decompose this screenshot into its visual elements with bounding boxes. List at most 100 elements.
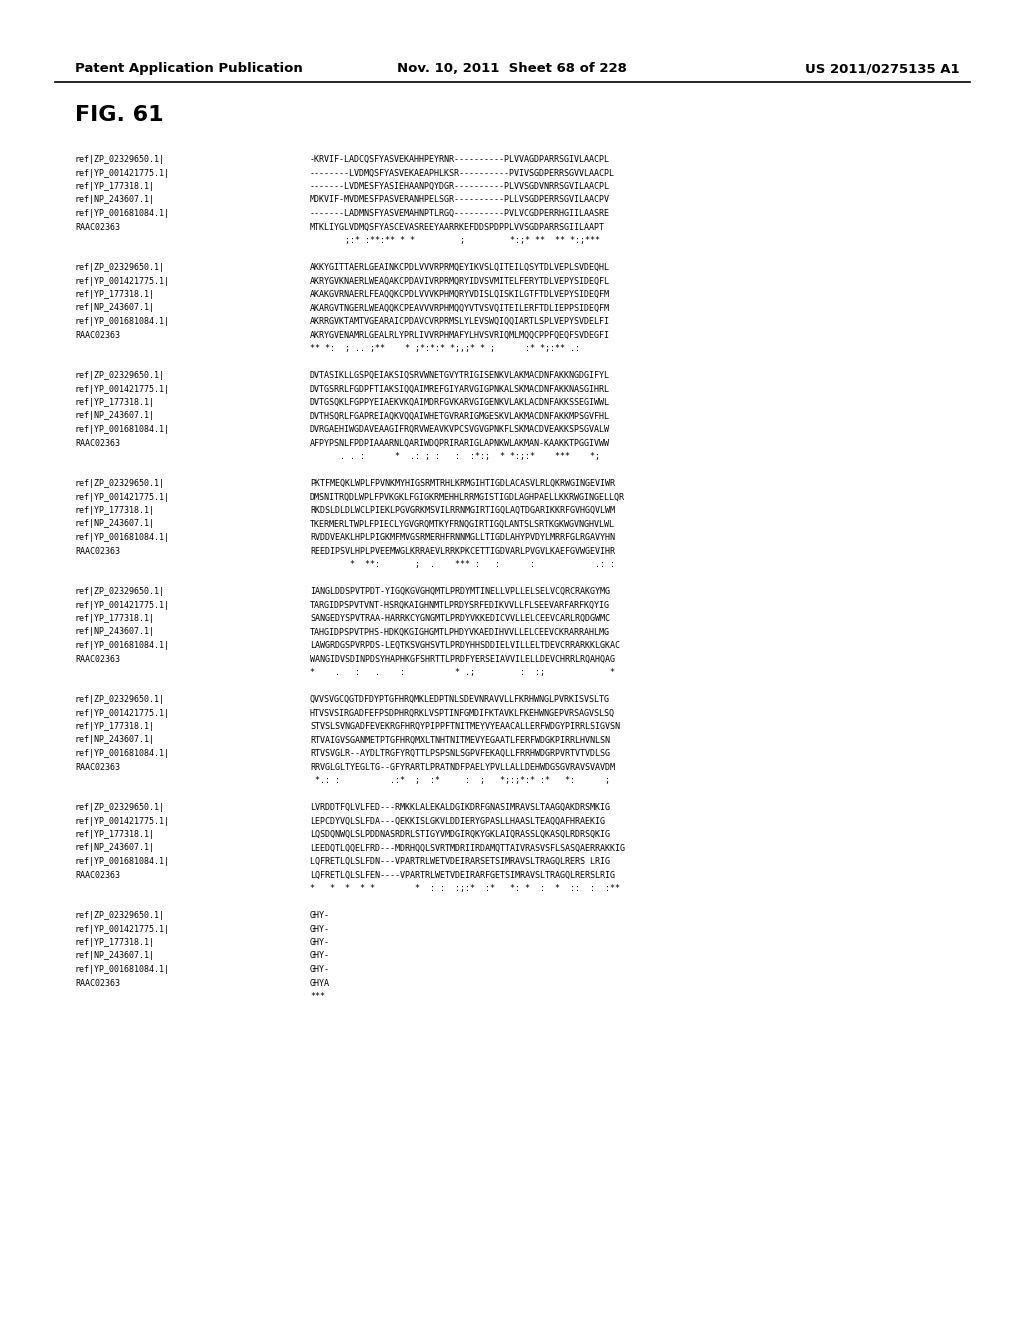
Text: --------LVDMQSFYASVEKAEAPHLKSR----------PVIVSGDPERRSGVVLAACPL: --------LVDMQSFYASVEKAEAPHLKSR----------…	[310, 169, 615, 177]
Text: AKKYGITTAERLGEAINKCPDLVVVRPRMQEYIKVSLQITEILQSYTDLVEPLSVDEQHL: AKKYGITTAERLGEAINKCPDLVVVRPRMQEYIKVSLQIT…	[310, 263, 610, 272]
Text: DVTGSQKLFGPPYEIAEKVKQAIMDRFGVKARVGIGENKVLAKLACDNFAKKSSEGIWWL: DVTGSQKLFGPPYEIAEKVKQAIMDRFGVKARVGIGENKV…	[310, 399, 610, 407]
Text: MTKLIYGLVDMQSFYASCEVASREEYAARRKEFDDSPDPPLVVSGDPARRSGIILAAPT: MTKLIYGLVDMQSFYASCEVASREEYAARRKEFDDSPDPP…	[310, 223, 605, 231]
Text: LEEDQTLQQELFRD---MDRHQQLSVRTMDRIIRDAMQTTAIVRASVSFLSASQAERRAKKIG: LEEDQTLQQELFRD---MDRHQQLSVRTMDRIIRDAMQTT…	[310, 843, 625, 853]
Text: MDKVIF-MVDMESFPASVERANHPELSGR----------PLLVSGDPERRSGVILAACPV: MDKVIF-MVDMESFPASVERANHPELSGR----------P…	[310, 195, 610, 205]
Text: TKERMERLTWPLFPIECLYGVGRQMTKYFRNQGIRTIGQLANTSLSRTKGKWGVNGHVLWL: TKERMERLTWPLFPIECLYGVGRQMTKYFRNQGIRTIGQL…	[310, 520, 615, 528]
Text: ref|YP_177318.1|: ref|YP_177318.1|	[75, 614, 155, 623]
Text: RVDDVEAKLHPLPIGKMFMVGSRMERHFRNNMGLLTIGDLAHYPVDYLMRRFGLRGAVYHN: RVDDVEAKLHPLPIGKMFMVGSRMERHFRNNMGLLTIGDL…	[310, 533, 615, 543]
Text: ref|ZP_02329650.1|: ref|ZP_02329650.1|	[75, 587, 165, 597]
Text: RAAC02363: RAAC02363	[75, 330, 120, 339]
Text: RAAC02363: RAAC02363	[75, 223, 120, 231]
Text: WANGIDVSDINPDSYHAPHKGFSHRTTLPRDFYERSEIAVVILELLDEVCHRRLRQAHQAG: WANGIDVSDINPDSYHAPHKGFSHRTTLPRDFYERSEIAV…	[310, 655, 615, 664]
Text: . . :      *  .: ; :   :  :*:;  * *:;:*    ***    *;: . . : * .: ; : : :*:; * *:;:* *** *;	[310, 451, 600, 461]
Text: STVSLSVNGADFEVEKRGFHRQYPIPPFTNITMEYVYEAACALLERFWDGYPIRRLSIGVSN: STVSLSVNGADFEVEKRGFHRQYPIPPFTNITMEYVYEAA…	[310, 722, 620, 731]
Text: ref|ZP_02329650.1|: ref|ZP_02329650.1|	[75, 263, 165, 272]
Text: US 2011/0275135 A1: US 2011/0275135 A1	[805, 62, 961, 75]
Text: GHY-: GHY-	[310, 939, 330, 946]
Text: AKAKGVRNAERLFEAQQKCPDLVVVKPHMQRYVDISLQISKILGTFTDLVEPYSIDEQFM: AKAKGVRNAERLFEAQQKCPDLVVVKPHMQRYVDISLQIS…	[310, 290, 610, 300]
Text: ref|YP_001421775.1|: ref|YP_001421775.1|	[75, 384, 170, 393]
Text: AKRYGVKNAERLWEAQAKCPDAVIVRPRMQRYIDVSVMITELFERYTDLVEPYSIDEQFL: AKRYGVKNAERLWEAQAKCPDAVIVRPRMQRYIDVSVMIT…	[310, 276, 610, 285]
Text: RTVSVGLR--AYDLTRGFYRQTTLPSPSNLSGPVFEKAQLLFRRHWDGRPVRTVTVDLSG: RTVSVGLR--AYDLTRGFYRQTTLPSPSNLSGPVFEKAQL…	[310, 748, 610, 758]
Text: ref|YP_177318.1|: ref|YP_177318.1|	[75, 939, 155, 946]
Text: QVVSVGCQGTDFDYPTGFHRQMKLEDPTNLSDEVNRAVVLLFKRHWNGLPVRKISVSLTG: QVVSVGCQGTDFDYPTGFHRQMKLEDPTNLSDEVNRAVVL…	[310, 696, 610, 704]
Text: ref|ZP_02329650.1|: ref|ZP_02329650.1|	[75, 479, 165, 488]
Text: RAAC02363: RAAC02363	[75, 546, 120, 556]
Text: ref|YP_001681084.1|: ref|YP_001681084.1|	[75, 209, 170, 218]
Text: Patent Application Publication: Patent Application Publication	[75, 62, 303, 75]
Text: RTVAIGVSGANMETPTGFHRQMXLTNHTNITMEVYEGAATLFERFWDGKPIRRLHVNLSN: RTVAIGVSGANMETPTGFHRQMXLTNHTNITMEVYEGAAT…	[310, 735, 610, 744]
Text: GHYA: GHYA	[310, 978, 330, 987]
Text: ref|YP_001421775.1|: ref|YP_001421775.1|	[75, 924, 170, 933]
Text: ref|ZP_02329650.1|: ref|ZP_02329650.1|	[75, 371, 165, 380]
Text: LVRDDTFQLVLFED---RMKKLALEKALDGIKDRFGNASIMRAVSLTAAGQAKDRSMKIG: LVRDDTFQLVLFED---RMKKLALEKALDGIKDRFGNASI…	[310, 803, 610, 812]
Text: IANGLDDSPVTPDT-YIGQKGVGHQMTLPRDYMTINELLVPLLELSELVCQRCRAKGYMG: IANGLDDSPVTPDT-YIGQKGVGHQMTLPRDYMTINELLV…	[310, 587, 610, 597]
Text: ref|NP_243607.1|: ref|NP_243607.1|	[75, 520, 155, 528]
Text: RKDSLDLDLWCLPIEKLPGVGRKMSVILRRNMGIRTIGQLAQTDGARIKKRFGVHGQVLWM: RKDSLDLDLWCLPIEKLPGVGRKMSVILRRNMGIRTIGQL…	[310, 506, 615, 515]
Text: GHY-: GHY-	[310, 924, 330, 933]
Text: RAAC02363: RAAC02363	[75, 978, 120, 987]
Text: ref|YP_001421775.1|: ref|YP_001421775.1|	[75, 817, 170, 825]
Text: ref|YP_177318.1|: ref|YP_177318.1|	[75, 399, 155, 407]
Text: SANGEDYSPVTRAA-HARRKCYGNGMTLPRDYVKKEDICVVLLELCEEVCARLRQDGWMC: SANGEDYSPVTRAA-HARRKCYGNGMTLPRDYVKKEDICV…	[310, 614, 610, 623]
Text: ref|NP_243607.1|: ref|NP_243607.1|	[75, 843, 155, 853]
Text: RRVGLGLTYEGLTG--GFYRARTLPRATNDFPAELYPVLLALLDEHWDGSGVRAVSVAVDM: RRVGLGLTYEGLTG--GFYRARTLPRATNDFPAELYPVLL…	[310, 763, 615, 771]
Text: AKRRGVKTAMTVGEARAICPDAVCVRPRMSLYLEVSWQIQQIARTLSPLVEPYSVDELFI: AKRRGVKTAMTVGEARAICPDAVCVRPRMSLYLEVSWQIQ…	[310, 317, 610, 326]
Text: RAAC02363: RAAC02363	[75, 870, 120, 879]
Text: ref|NP_243607.1|: ref|NP_243607.1|	[75, 412, 155, 421]
Text: ;:* :**:** * *         ;         *:;* **  ** *:;***: ;:* :**:** * * ; *:;* ** ** *:;***	[310, 236, 600, 246]
Text: REEDIPSVLHPLPVEEMWGLKRRAEVLRRKPKCETTIGDVARLPVGVLKAEFGVWGEVIHR: REEDIPSVLHPLPVEEMWGLKRRAEVLRRKPKCETTIGDV…	[310, 546, 615, 556]
Text: GHY-: GHY-	[310, 911, 330, 920]
Text: ref|YP_001681084.1|: ref|YP_001681084.1|	[75, 857, 170, 866]
Text: PKTFMEQKLWPLFPVNKMYHIGSRMTRHLKRMGIHTIGDLACASVLRLQKRWGINGEVIWR: PKTFMEQKLWPLFPVNKMYHIGSRMTRHLKRMGIHTIGDL…	[310, 479, 615, 488]
Text: HTVSVSIRGADFEFPSDPHRQRKLVSPTINFGMDIFKTAVKLFKEHWNGEPVRSAGVSLSQ: HTVSVSIRGADFEFPSDPHRQRKLVSPTINFGMDIFKTAV…	[310, 709, 615, 718]
Text: LEPCDYVQLSLFDA---QEKKISLGKVLDDIERYGPASLLHAASLTEAQQAFHRAEKIG: LEPCDYVQLSLFDA---QEKKISLGKVLDDIERYGPASLL…	[310, 817, 605, 825]
Text: ref|YP_001681084.1|: ref|YP_001681084.1|	[75, 965, 170, 974]
Text: GHY-: GHY-	[310, 952, 330, 961]
Text: ref|YP_001681084.1|: ref|YP_001681084.1|	[75, 317, 170, 326]
Text: RAAC02363: RAAC02363	[75, 655, 120, 664]
Text: DVTGSRRLFGDPFTIAKSIQQAIMREFGIYARVGIGPNKALSKMACDNFAKKNASGIHRL: DVTGSRRLFGDPFTIAKSIQQAIMREFGIYARVGIGPNKA…	[310, 384, 610, 393]
Text: LQSDQNWQLSLPDDNASRDRLSTIGYVMDGIRQKYGKLAIQRASSLQKASQLRDRSQKIG: LQSDQNWQLSLPDDNASRDRLSTIGYVMDGIRQKYGKLAI…	[310, 830, 610, 840]
Text: ref|YP_001681084.1|: ref|YP_001681084.1|	[75, 748, 170, 758]
Text: DVRGAEHIWGDAVEAAGIFRQRVWEAVKVPCSVGVGPNKFLSKMACDVEAKKSPSGVALW: DVRGAEHIWGDAVEAAGIFRQRVWEAVKVPCSVGVGPNKF…	[310, 425, 610, 434]
Text: ref|NP_243607.1|: ref|NP_243607.1|	[75, 735, 155, 744]
Text: Nov. 10, 2011  Sheet 68 of 228: Nov. 10, 2011 Sheet 68 of 228	[397, 62, 627, 75]
Text: RAAC02363: RAAC02363	[75, 438, 120, 447]
Text: TAHGIDPSPVTPHS-HDKQKGIGHGMTLPHDYVKAEDIHVVLLELCEEVCKRARRAHLMG: TAHGIDPSPVTPHS-HDKQKGIGHGMTLPHDYVKAEDIHV…	[310, 627, 610, 636]
Text: LQFRETLQLSLFDN---VPARTRLWETVDEIRARSETSIMRAVSLTRAGQLRERS LRIG: LQFRETLQLSLFDN---VPARTRLWETVDEIRARSETSIM…	[310, 857, 610, 866]
Text: RAAC02363: RAAC02363	[75, 763, 120, 771]
Text: ref|NP_243607.1|: ref|NP_243607.1|	[75, 952, 155, 961]
Text: AKARGVTNGERLWEAQQKCPEAVVVRPHMQQYVTVSVQITEILERFTDLIEPPSIDEQFM: AKARGVTNGERLWEAQQKCPEAVVVRPHMQQYVTVSVQIT…	[310, 304, 610, 313]
Text: GHY-: GHY-	[310, 965, 330, 974]
Text: TARGIDPSPVTVNT-HSRQKAIGHNMTLPRDYSRFEDIKVVLLFLSEEVARFARFKQYIG: TARGIDPSPVTVNT-HSRQKAIGHNMTLPRDYSRFEDIKV…	[310, 601, 610, 610]
Text: *   *  *  * *        *  : :  :;:*  :*   *: *  :  *  ::  :  :**: * * * * * * : : :;:* :* *: * : * :: : :*…	[310, 884, 620, 894]
Text: ref|YP_177318.1|: ref|YP_177318.1|	[75, 506, 155, 515]
Text: LAWGRDGSPVRPDS-LEQTKSVGHSVTLPRDYHHSDDIELVILLELTDEVCRRARKKLGKAC: LAWGRDGSPVRPDS-LEQTKSVGHSVTLPRDYHHSDDIEL…	[310, 642, 620, 649]
Text: ref|YP_001681084.1|: ref|YP_001681084.1|	[75, 425, 170, 434]
Text: DVTHSQRLFGAPREIAQKVQQAIWHETGVRARIGMGESKVLAKMACDNFAKKMPSGVFHL: DVTHSQRLFGAPREIAQKVQQAIWHETGVRARIGMGESKV…	[310, 412, 610, 421]
Text: ref|YP_177318.1|: ref|YP_177318.1|	[75, 722, 155, 731]
Text: ref|YP_177318.1|: ref|YP_177318.1|	[75, 290, 155, 300]
Text: ref|ZP_02329650.1|: ref|ZP_02329650.1|	[75, 696, 165, 704]
Text: ref|YP_001421775.1|: ref|YP_001421775.1|	[75, 709, 170, 718]
Text: ref|NP_243607.1|: ref|NP_243607.1|	[75, 304, 155, 313]
Text: *  **:       ;  .    *** :   :      :            .: :: * **: ; . *** : : : .: :	[310, 560, 615, 569]
Text: ref|ZP_02329650.1|: ref|ZP_02329650.1|	[75, 803, 165, 812]
Text: LQFRETLQLSLFEN----VPARTRLWETVDEIRARFGETSIMRAVSLTRAGQLRERSLRIG: LQFRETLQLSLFEN----VPARTRLWETVDEIRARFGETS…	[310, 870, 615, 879]
Text: ref|NP_243607.1|: ref|NP_243607.1|	[75, 627, 155, 636]
Text: FIG. 61: FIG. 61	[75, 106, 164, 125]
Text: DMSNITRQDLWPLFPVKGKLFGIGKRMEHHLRRMGISTIGDLAGHPAELLKKRWGINGELLQR: DMSNITRQDLWPLFPVKGKLFGIGKRMEHHLRRMGISTIG…	[310, 492, 625, 502]
Text: ref|YP_001681084.1|: ref|YP_001681084.1|	[75, 642, 170, 649]
Text: *.: :          .:*  ;  :*     :  ;   *;:;*:* :*   *:      ;: *.: : .:* ; :* : ; *;:;*:* :* *: ;	[310, 776, 610, 785]
Text: DVTASIKLLGSPQEIAKSIQSRVWNETGVYTRIGISENKVLAKMACDNFAKKNGDGIFYL: DVTASIKLLGSPQEIAKSIQSRVWNETGVYTRIGISENKV…	[310, 371, 610, 380]
Text: -------LADMNSFYASVEMAHNPTLRGQ----------PVLVCGDPERRHGIILAASRE: -------LADMNSFYASVEMAHNPTLRGQ----------P…	[310, 209, 610, 218]
Text: ref|YP_177318.1|: ref|YP_177318.1|	[75, 182, 155, 191]
Text: ref|YP_001421775.1|: ref|YP_001421775.1|	[75, 492, 170, 502]
Text: ref|YP_177318.1|: ref|YP_177318.1|	[75, 830, 155, 840]
Text: AKRYGVENAMRLGEALRLYPRLIVVRPHMAFYLHVSVRIQMLMQQCPPFQEQFSVDEGFI: AKRYGVENAMRLGEALRLYPRLIVVRPHMAFYLHVSVRIQ…	[310, 330, 610, 339]
Text: -KRVIF-LADCQSFYASVEKAHHPEYRNR----------PLVVAGDPARRSGIVLAACPL: -KRVIF-LADCQSFYASVEKAHHPEYRNR----------P…	[310, 154, 610, 164]
Text: *    .   :   .    :          * .;         :  :;             *: * . : . : * .; : :; *	[310, 668, 615, 677]
Text: ***: ***	[310, 993, 325, 1001]
Text: ref|YP_001421775.1|: ref|YP_001421775.1|	[75, 169, 170, 177]
Text: ref|ZP_02329650.1|: ref|ZP_02329650.1|	[75, 154, 165, 164]
